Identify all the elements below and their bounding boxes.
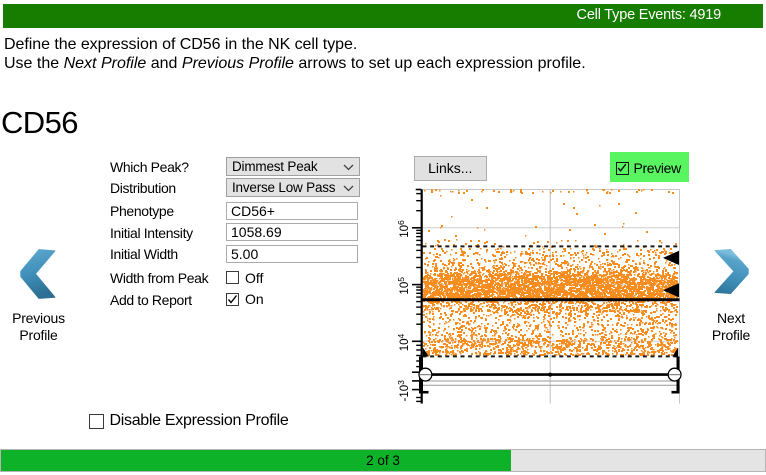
svg-text:105: 105 xyxy=(396,277,411,295)
svg-text:106: 106 xyxy=(396,220,411,238)
svg-text:104: 104 xyxy=(396,333,411,351)
svg-text:-103: -103 xyxy=(396,380,411,402)
